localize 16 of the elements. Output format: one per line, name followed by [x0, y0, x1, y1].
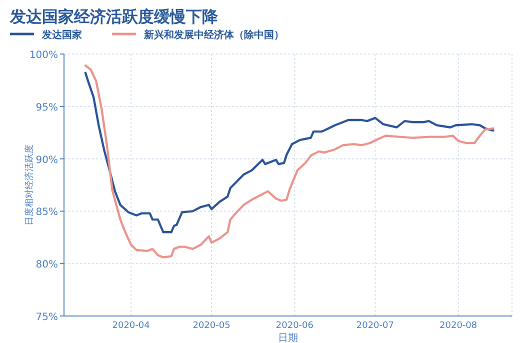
chart-title: 发达国家经济活跃度缓慢下降	[9, 7, 219, 26]
y-tick-label: 90%	[36, 154, 58, 166]
x-axis-title: 日期	[278, 332, 298, 343]
x-tick-label: 2020-07	[356, 321, 394, 331]
x-tick-label: 2020-05	[192, 321, 230, 331]
y-tick-label: 75%	[36, 312, 58, 323]
legend-label: 发达国家	[41, 29, 82, 41]
y-tick-label: 100%	[29, 50, 58, 61]
y-tick-label: 95%	[36, 102, 58, 114]
x-tick-label: 2020-08	[440, 321, 478, 331]
y-axis-title: 日度相对经济活跃度	[24, 144, 35, 226]
y-tick-label: 85%	[36, 207, 58, 218]
legend-label: 新兴和发展中经济体（除中国）	[143, 29, 284, 41]
x-tick-label: 2020-06	[276, 321, 314, 331]
y-tick-label: 80%	[36, 260, 58, 271]
x-tick-label: 2020-04	[112, 321, 150, 331]
